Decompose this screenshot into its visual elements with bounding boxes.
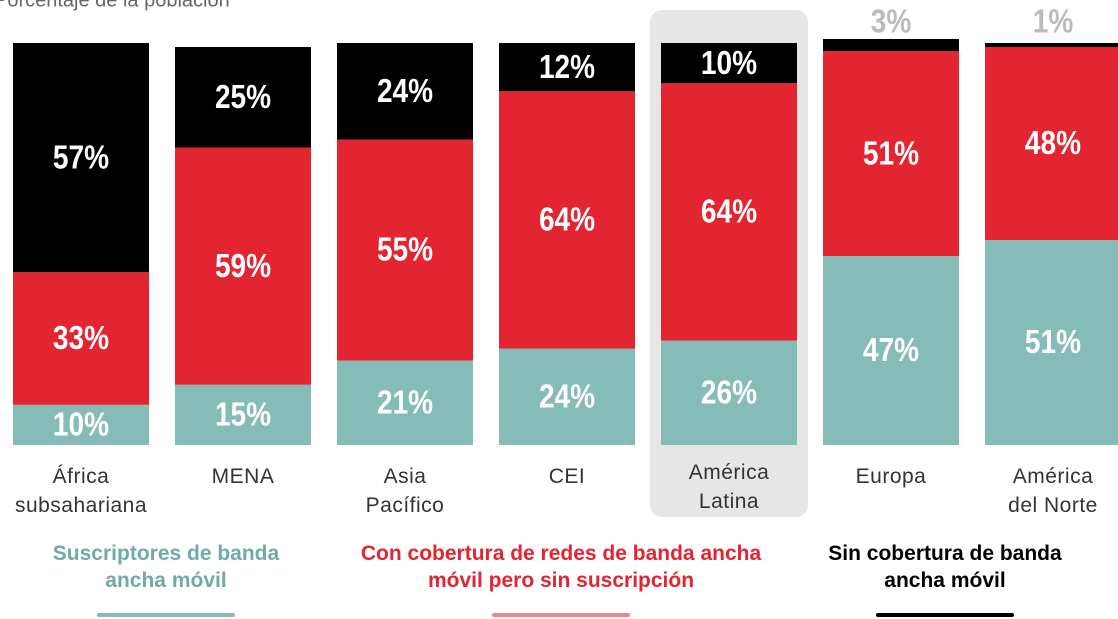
legend-swatch — [492, 613, 630, 617]
value-label: 3% — [871, 4, 912, 41]
x-tick-label: MENA — [211, 465, 275, 488]
legend-swatch — [876, 613, 1014, 617]
value-label: 10% — [53, 407, 109, 444]
value-label: 21% — [377, 384, 433, 421]
value-label: 59% — [215, 248, 271, 285]
x-tick-label: CEI — [548, 465, 586, 488]
value-label: 1% — [1033, 4, 1074, 41]
x-tick-label: Europa — [855, 465, 927, 488]
value-label: 47% — [863, 332, 919, 369]
bar-segment — [985, 239, 1118, 445]
bar-segment — [337, 360, 473, 445]
value-label: 33% — [53, 320, 109, 357]
x-tick-label: América del Norte — [1008, 465, 1098, 517]
bar-segment — [13, 272, 149, 405]
value-label: 51% — [1025, 324, 1081, 361]
legend-label: Sin cobertura de banda ancha móvil — [828, 542, 1062, 592]
value-label: 25% — [215, 79, 271, 116]
x-tick-label: América Latina — [688, 461, 770, 513]
bar-segment — [661, 340, 797, 445]
legend-label: Suscriptores de banda ancha móvil — [52, 542, 280, 592]
x-tick-label: África subsahariana — [14, 465, 148, 517]
value-label: 51% — [863, 135, 919, 172]
value-label: 12% — [539, 49, 595, 86]
bar-segment — [337, 139, 473, 361]
bar-segment — [499, 91, 635, 349]
value-label: 64% — [701, 193, 757, 230]
bar-segment — [823, 38, 959, 52]
bar-segment — [499, 348, 635, 445]
value-label: 64% — [539, 202, 595, 239]
value-label: 48% — [1025, 125, 1081, 162]
value-label: 55% — [377, 232, 433, 269]
value-label: 15% — [215, 396, 271, 433]
legend-label: Con cobertura de redes de banda ancha mó… — [360, 542, 762, 592]
bar-segment — [13, 43, 149, 273]
bar-segment — [823, 256, 959, 445]
value-label: 26% — [701, 374, 757, 411]
value-label: 24% — [377, 73, 433, 110]
chart-title: Porcentaje de la población — [0, 0, 230, 11]
bar-segment — [985, 43, 1118, 48]
value-label: 57% — [53, 139, 109, 176]
value-label: 24% — [539, 378, 595, 415]
bar-segment — [175, 147, 311, 385]
bar-segment — [661, 83, 797, 341]
bar-segment — [823, 51, 959, 257]
bar-segment — [337, 43, 473, 140]
bar-segment — [985, 47, 1118, 240]
bar-segment — [175, 47, 311, 148]
value-label: 10% — [701, 45, 757, 82]
bar-segment — [175, 384, 311, 445]
x-tick-label: Asia Pacífico — [365, 465, 445, 517]
legend-swatch — [97, 613, 235, 617]
bar-segment — [661, 43, 797, 84]
bar-segment — [499, 43, 635, 92]
bar-segment — [13, 404, 149, 445]
